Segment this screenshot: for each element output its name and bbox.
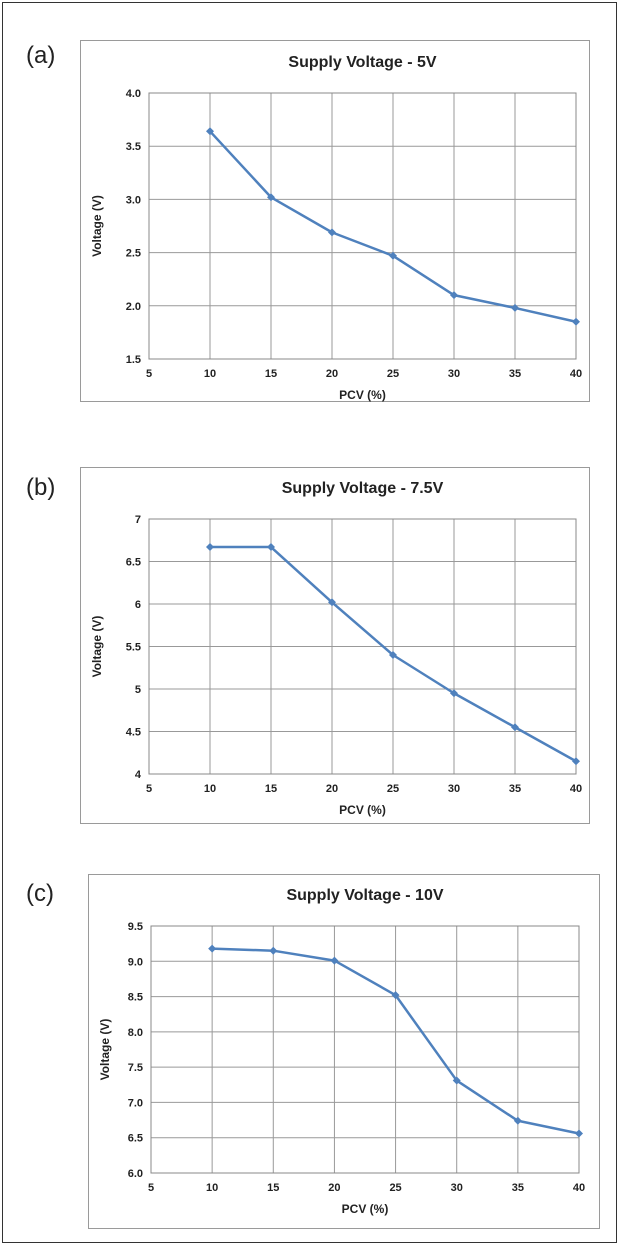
- x-tick-label: 35: [512, 1182, 524, 1194]
- x-tick-label: 40: [570, 368, 582, 380]
- y-tick-label: 7.0: [128, 1097, 143, 1109]
- x-tick-label: 5: [148, 1182, 154, 1194]
- chart-b: Supply Voltage - 7.5V 5 10 15 20 25 30 35 40 4 4.5…: [90, 480, 582, 817]
- data-point: [206, 543, 214, 552]
- chart-c: Supply Voltage - 10V 5 10 15 20 25 30 35 40 6.0 6.…: [98, 887, 585, 1216]
- data-point: [328, 228, 336, 237]
- data-point: [208, 944, 217, 953]
- y-tick-label: 9.0: [128, 956, 143, 968]
- data-point: [389, 651, 397, 659]
- y-axis-label: Voltage (V): [90, 195, 104, 257]
- y-tick-label: 6.5: [126, 557, 141, 569]
- data-point: [267, 193, 275, 202]
- y-tick-label: 2.5: [126, 248, 141, 260]
- x-tick-label: 5: [146, 368, 152, 380]
- panel-label-c: (c): [26, 880, 54, 907]
- y-tick-label: 7: [135, 514, 141, 526]
- plot-area: [148, 518, 577, 775]
- data-point: [511, 723, 519, 732]
- x-tick-label: 10: [204, 368, 216, 380]
- y-tick-label: 6: [135, 599, 141, 611]
- x-tick-label: 20: [326, 368, 338, 380]
- panel-label-b: (b): [26, 474, 56, 501]
- x-axis-label: PCV (%): [339, 388, 386, 402]
- y-axis-label: Voltage (V): [90, 616, 104, 678]
- x-tick-label: 35: [509, 783, 521, 795]
- x-tick-label: 15: [265, 783, 277, 795]
- x-tick-label: 25: [389, 1182, 401, 1194]
- y-tick-label: 6.0: [128, 1168, 143, 1180]
- y-tick-label: 5.5: [126, 642, 141, 654]
- x-tick-label: 35: [509, 368, 521, 380]
- data-point: [575, 1129, 583, 1138]
- y-tick-label: 8.0: [128, 1027, 143, 1039]
- y-tick-label: 2.0: [126, 301, 141, 313]
- x-tick-label: 40: [570, 783, 582, 795]
- chart-a: Supply Voltage - 5V 5 10 15 20 25 30 35 40 1.5 2.0…: [90, 54, 582, 402]
- y-tick-label: 8.5: [128, 992, 143, 1004]
- data-point: [572, 317, 580, 326]
- chart-title-b: Supply Voltage - 7.5V: [282, 480, 444, 497]
- x-tick-label: 30: [448, 368, 460, 380]
- chart-box-c: Supply Voltage - 10V 5 10 15 20 25 30 35 40 6.0 6.…: [88, 874, 600, 1229]
- panel-label-a: (a): [26, 42, 56, 69]
- x-tick-label: 25: [387, 783, 399, 795]
- data-point: [450, 291, 458, 300]
- x-tick-label: 10: [206, 1182, 218, 1194]
- data-point: [511, 303, 519, 312]
- y-axis-label: Voltage (V): [98, 1019, 112, 1081]
- chart-box-a: Supply Voltage - 5V 5 10 15 20 25 30 35 40 1.5 2.0…: [80, 40, 590, 402]
- y-tick-label: 1.5: [126, 354, 141, 366]
- data-point: [389, 251, 397, 260]
- x-tick-label: 5: [146, 783, 152, 795]
- x-tick-label: 30: [448, 783, 460, 795]
- data-point: [267, 543, 275, 552]
- x-tick-label: 10: [204, 783, 216, 795]
- x-tick-label: 15: [267, 1182, 279, 1194]
- data-point: [513, 1116, 522, 1125]
- x-tick-label: 20: [326, 783, 338, 795]
- x-axis-label: PCV (%): [342, 1202, 389, 1216]
- data-point: [391, 991, 400, 1000]
- y-tick-label: 4.0: [126, 88, 141, 100]
- data-point: [206, 127, 214, 136]
- y-tick-label: 6.5: [128, 1133, 143, 1145]
- y-tick-label: 3.0: [126, 194, 141, 206]
- y-tick-label: 7.5: [128, 1062, 143, 1074]
- data-point: [450, 689, 458, 698]
- x-tick-label: 20: [328, 1182, 340, 1194]
- chart-title-a: Supply Voltage - 5V: [288, 54, 437, 71]
- data-point: [328, 598, 336, 607]
- x-axis-label: PCV (%): [339, 803, 386, 817]
- y-tick-label: 5: [135, 684, 141, 696]
- y-tick-label: 9.5: [128, 921, 143, 933]
- y-tick-label: 4: [135, 769, 142, 781]
- data-point: [452, 1076, 461, 1085]
- data-point: [330, 956, 339, 965]
- plot-area: [150, 925, 580, 1174]
- x-tick-label: 30: [451, 1182, 463, 1194]
- data-point: [572, 757, 580, 766]
- chart-title-c: Supply Voltage - 10V: [286, 887, 443, 904]
- x-tick-label: 15: [265, 368, 277, 380]
- x-tick-label: 25: [387, 368, 399, 380]
- x-tick-label: 40: [573, 1182, 585, 1194]
- plot-area: [148, 92, 577, 360]
- y-tick-label: 3.5: [126, 141, 141, 153]
- chart-box-b: Supply Voltage - 7.5V 5 10 15 20 25 30 35 40 4 4.5…: [80, 467, 590, 824]
- data-point: [269, 946, 278, 955]
- y-tick-label: 4.5: [126, 727, 141, 739]
